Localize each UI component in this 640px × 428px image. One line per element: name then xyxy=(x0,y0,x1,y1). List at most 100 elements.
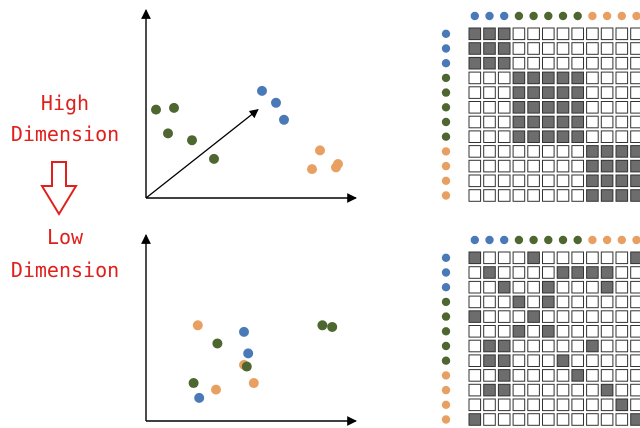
bottom-matrix-cell xyxy=(615,295,629,309)
bottom-row-label-dot xyxy=(441,356,451,365)
bottom-matrix-cell xyxy=(556,280,570,294)
bottom-matrix-cell xyxy=(468,280,482,294)
top-row-label-dot xyxy=(441,88,451,97)
bottom-col-label-dot xyxy=(632,235,640,245)
bottom-matrix-cell xyxy=(512,310,526,323)
top-matrix-cell xyxy=(542,145,555,158)
top-matrix-cell xyxy=(497,101,511,114)
bottom-matrix-cell xyxy=(542,398,555,412)
top-matrix-cell xyxy=(468,145,482,158)
bottom-matrix-cell xyxy=(556,383,570,397)
bottom-matrix-cell xyxy=(630,251,640,265)
top-col-label-dot xyxy=(500,11,509,21)
top-matrix-cell xyxy=(483,115,496,129)
top-point-green xyxy=(163,128,173,139)
top-matrix-cell xyxy=(615,71,629,85)
bottom-point-green xyxy=(327,321,338,332)
top-matrix-cell xyxy=(512,27,526,41)
bottom-matrix-cell xyxy=(542,413,555,426)
bottom-matrix-cell xyxy=(586,251,599,265)
bottom-matrix-cell xyxy=(483,325,496,338)
top-matrix-cell xyxy=(571,71,585,85)
top-matrix-cell xyxy=(615,101,629,114)
bottom-matrix-cell xyxy=(556,310,570,323)
top-row-label-dot xyxy=(441,161,451,171)
bottom-matrix-cell xyxy=(571,369,585,382)
top-matrix-cell xyxy=(512,101,526,114)
top-matrix-cell xyxy=(527,145,540,158)
top-matrix-cell xyxy=(615,27,629,41)
top-matrix-cell xyxy=(630,130,640,143)
high-label-line1: High xyxy=(41,91,89,115)
bottom-matrix-cell xyxy=(600,369,614,382)
top-matrix-cell xyxy=(586,189,599,202)
bottom-matrix-cell xyxy=(600,413,614,426)
top-matrix-cell xyxy=(497,115,511,129)
bottom-matrix-cell xyxy=(468,398,482,412)
bottom-matrix-cell xyxy=(630,339,640,353)
bottom-matrix-cell xyxy=(512,280,526,294)
bottom-matrix-cell xyxy=(512,413,526,426)
top-matrix-cell xyxy=(483,101,496,114)
top-matrix-cell xyxy=(600,56,614,70)
bottom-matrix-cell xyxy=(556,295,570,309)
bottom-matrix-cell xyxy=(512,339,526,353)
top-matrix-cell xyxy=(468,71,482,85)
top-matrix-cell xyxy=(600,86,614,99)
top-matrix-cell xyxy=(542,56,555,70)
bottom-matrix-cell xyxy=(615,354,629,367)
bottom-matrix-cell xyxy=(630,413,640,426)
bottom-point-orange xyxy=(192,320,203,331)
bottom-matrix-cell xyxy=(512,383,526,397)
bottom-matrix-cell xyxy=(497,369,511,382)
bottom-matrix-cell xyxy=(586,398,599,412)
bottom-matrix-cell xyxy=(586,266,599,279)
top-matrix-cell xyxy=(600,174,614,188)
top-matrix-cell xyxy=(600,189,614,202)
top-matrix-cell xyxy=(615,159,629,173)
top-matrix-cell xyxy=(527,56,540,70)
bottom-matrix-cell xyxy=(615,325,629,338)
bottom-matrix-cell xyxy=(615,266,629,279)
top-matrix-cell xyxy=(497,86,511,99)
bottom-matrix-cell xyxy=(483,369,496,382)
bottom-matrix-cell xyxy=(556,266,570,279)
top-matrix-cell xyxy=(468,56,482,70)
bottom-matrix-cell xyxy=(586,383,599,397)
bottom-matrix-cell xyxy=(630,325,640,338)
bottom-matrix-cell xyxy=(512,369,526,382)
top-matrix-cell xyxy=(497,174,511,188)
top-col-label-dot xyxy=(602,11,612,21)
bottom-matrix-cell xyxy=(483,413,496,426)
bottom-matrix-cell xyxy=(483,280,496,294)
bottom-matrix-cell xyxy=(497,383,511,397)
bottom-matrix-cell xyxy=(542,295,555,309)
top-matrix-cell xyxy=(542,159,555,173)
top-matrix-cell xyxy=(600,71,614,85)
bottom-matrix-cell xyxy=(527,280,540,294)
bottom-col-label-dot xyxy=(544,235,553,245)
bottom-matrix-cell xyxy=(600,383,614,397)
top-matrix-cell xyxy=(571,174,585,188)
top-matrix-cell xyxy=(571,145,585,158)
top-col-label-dot xyxy=(485,11,494,21)
top-matrix-cell xyxy=(630,86,640,99)
bottom-matrix-cell xyxy=(542,280,555,294)
bottom-row-label-dot xyxy=(441,327,451,336)
top-matrix-cell xyxy=(571,159,585,173)
bottom-point-green xyxy=(188,378,199,389)
top-matrix-cell xyxy=(571,115,585,129)
bottom-matrix-cell xyxy=(600,398,614,412)
bottom-matrix-cell xyxy=(586,369,599,382)
top-matrix-cell xyxy=(615,86,629,99)
bottom-matrix-cell xyxy=(527,398,540,412)
top-matrix-cell xyxy=(630,159,640,173)
top-row-label-dot xyxy=(441,117,451,127)
top-matrix-cell xyxy=(497,159,511,173)
top-matrix-cell xyxy=(571,189,585,202)
bottom-matrix-cell xyxy=(615,398,629,412)
top-matrix-cell xyxy=(468,159,482,173)
bottom-matrix-cell xyxy=(586,325,599,338)
bottom-matrix-cell xyxy=(600,251,614,265)
